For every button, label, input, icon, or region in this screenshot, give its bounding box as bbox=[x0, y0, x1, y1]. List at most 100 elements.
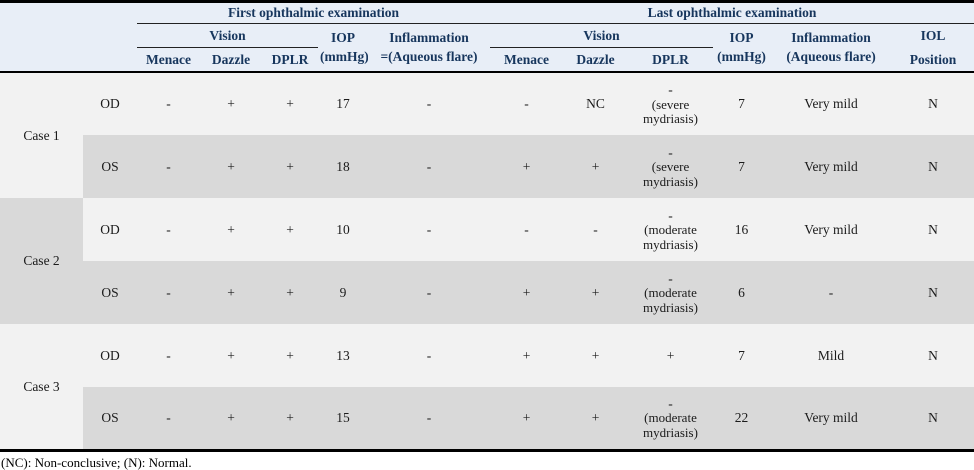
last-inflammation-value: Very mild bbox=[770, 198, 892, 262]
case-label: Case 2 bbox=[0, 198, 83, 325]
table-row: Case 2 OD - + + 10 - - - - (moderate myd… bbox=[0, 198, 974, 325]
last-dplr-value: - (moderate mydriasis) bbox=[628, 261, 713, 325]
first-dazzle-value: + bbox=[200, 387, 262, 451]
dplr-note: (moderate mydriasis) bbox=[643, 285, 698, 315]
first-menace-value: - bbox=[137, 324, 200, 388]
first-inflammation-value: - bbox=[368, 324, 490, 388]
table-row: OS - + + 18 - + + - (severe mydriasis) 7… bbox=[0, 135, 974, 199]
last-inflammation-value: Very mild bbox=[770, 387, 892, 451]
dplr-sign: - bbox=[668, 144, 673, 160]
last-menace-value: + bbox=[490, 387, 563, 451]
last-dazzle-value: + bbox=[563, 135, 628, 199]
first-dazzle-value: + bbox=[200, 198, 262, 262]
dplr-sign: + bbox=[666, 347, 675, 363]
menace-header-first: Menace bbox=[137, 47, 200, 73]
last-iop-value: 7 bbox=[713, 72, 770, 136]
first-dplr-value: + bbox=[262, 135, 318, 199]
iol-position-value: N bbox=[892, 72, 974, 136]
first-iop-value: 13 bbox=[318, 324, 368, 388]
last-dazzle-value: + bbox=[563, 324, 628, 388]
iop-label: IOP bbox=[330, 29, 355, 45]
iop-header-last: IOP (mmHg) bbox=[713, 23, 770, 73]
first-dazzle-value: + bbox=[200, 261, 262, 325]
dplr-header-first: DPLR bbox=[262, 47, 318, 73]
corner-spacer bbox=[0, 1, 137, 24]
dplr-note: (moderate mydriasis) bbox=[643, 222, 698, 252]
first-iop-value: 9 bbox=[318, 261, 368, 325]
iop-unit-label: (mmHg) bbox=[320, 48, 368, 64]
last-inflammation-value: Very mild bbox=[770, 72, 892, 136]
table-header: First ophthalmic examination Last ophtha… bbox=[0, 1, 974, 73]
first-dplr-value: + bbox=[262, 387, 318, 451]
first-dplr-value: + bbox=[262, 198, 318, 262]
table-row: Case 3 OD - + + 13 - + + + 7 Mild N bbox=[0, 324, 974, 451]
eye-label: OS bbox=[83, 135, 137, 199]
dplr-sign: - bbox=[668, 207, 673, 223]
last-iop-value: 22 bbox=[713, 387, 770, 451]
first-inflammation-value: - bbox=[368, 72, 490, 136]
inflammation-header-last: Inflammation (Aqueous flare) bbox=[770, 23, 892, 73]
eye-label: OD bbox=[83, 198, 137, 262]
first-menace-value: - bbox=[137, 387, 200, 451]
first-menace-value: - bbox=[137, 261, 200, 325]
iol-position-value: N bbox=[892, 198, 974, 262]
last-dplr-value: + bbox=[628, 324, 713, 388]
position-label: Position bbox=[909, 51, 957, 67]
table-row: OS - + + 9 - + + - (moderate mydriasis) … bbox=[0, 261, 974, 325]
first-inflammation-value: - bbox=[368, 387, 490, 451]
first-inflammation-value: - bbox=[368, 198, 490, 262]
last-inflammation-value: Very mild bbox=[770, 135, 892, 199]
last-iop-value: 6 bbox=[713, 261, 770, 325]
last-menace-value: - bbox=[490, 198, 563, 262]
menace-header-last: Menace bbox=[490, 47, 563, 73]
dazzle-header-first: Dazzle bbox=[200, 47, 262, 73]
last-dazzle-value: NC bbox=[563, 72, 628, 136]
iol-position-header: IOL Position bbox=[892, 23, 974, 73]
aqueous-flare-label: (Aqueous flare) bbox=[786, 48, 876, 64]
table-body: Case 1 OD - + + 17 - - NC - (severe mydr… bbox=[0, 72, 974, 451]
first-dplr-value: + bbox=[262, 261, 318, 325]
iol-position-value: N bbox=[892, 387, 974, 451]
aqueous-flare-label: =(Aqueous flare) bbox=[380, 48, 478, 64]
dazzle-header-last: Dazzle bbox=[563, 47, 628, 73]
iop-label: IOP bbox=[729, 29, 754, 45]
first-dazzle-value: + bbox=[200, 72, 262, 136]
first-menace-value: - bbox=[137, 72, 200, 136]
corner-spacer bbox=[0, 23, 137, 73]
last-iop-value: 16 bbox=[713, 198, 770, 262]
first-inflammation-value: - bbox=[368, 261, 490, 325]
inflammation-header-first: Inflammation =(Aqueous flare) bbox=[368, 23, 490, 73]
eye-label: OD bbox=[83, 324, 137, 388]
last-menace-value: + bbox=[490, 261, 563, 325]
eye-label: OS bbox=[83, 261, 137, 325]
vision-group-header-first: Vision bbox=[137, 23, 318, 49]
inflammation-label: Inflammation bbox=[791, 29, 871, 45]
first-dplr-value: + bbox=[262, 324, 318, 388]
dplr-header-last: DPLR bbox=[628, 47, 713, 73]
last-inflammation-value: Mild bbox=[770, 324, 892, 388]
iop-header-first: IOP (mmHg) bbox=[318, 23, 368, 73]
last-menace-value: + bbox=[490, 135, 563, 199]
dplr-sign: - bbox=[668, 82, 673, 98]
case-label: Case 1 bbox=[0, 72, 83, 199]
first-iop-value: 15 bbox=[318, 387, 368, 451]
iol-position-value: N bbox=[892, 135, 974, 199]
table-footnote: (NC): Non-conclusive; (N): Normal. bbox=[0, 451, 974, 470]
iop-unit-label: (mmHg) bbox=[717, 48, 766, 64]
iol-position-value: N bbox=[892, 324, 974, 388]
dplr-note: (moderate mydriasis) bbox=[643, 410, 698, 440]
dplr-sign: - bbox=[668, 395, 673, 411]
last-menace-value: + bbox=[490, 324, 563, 388]
first-dazzle-value: + bbox=[200, 324, 262, 388]
last-exam-section-header: Last ophthalmic examination bbox=[490, 1, 974, 24]
first-inflammation-value: - bbox=[368, 135, 490, 199]
last-dazzle-value: + bbox=[563, 387, 628, 451]
inflammation-label: Inflammation bbox=[389, 29, 469, 45]
eye-label: OS bbox=[83, 387, 137, 451]
dplr-note: (severe mydriasis) bbox=[643, 159, 698, 189]
first-menace-value: - bbox=[137, 135, 200, 199]
last-menace-value: - bbox=[490, 72, 563, 136]
last-dplr-value: - (severe mydriasis) bbox=[628, 135, 713, 199]
last-dplr-value: - (moderate mydriasis) bbox=[628, 387, 713, 451]
table-row: Case 1 OD - + + 17 - - NC - (severe mydr… bbox=[0, 72, 974, 199]
